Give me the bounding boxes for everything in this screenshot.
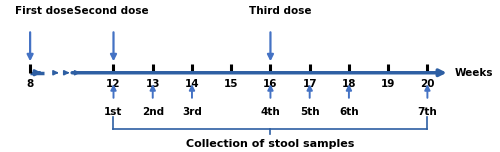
Text: 6th: 6th [339,107,358,117]
Text: 20: 20 [420,79,434,88]
Text: 19: 19 [381,79,396,88]
Text: 1st: 1st [104,107,122,117]
Text: 13: 13 [146,79,160,88]
Text: 4th: 4th [260,107,280,117]
Text: 17: 17 [302,79,317,88]
Text: 8: 8 [26,79,34,88]
Text: Collection of stool samples: Collection of stool samples [186,139,354,149]
Text: 5th: 5th [300,107,320,117]
Text: 14: 14 [184,79,200,88]
Text: 2nd: 2nd [142,107,164,117]
Text: Weeks: Weeks [454,68,493,78]
Text: 16: 16 [263,79,278,88]
Text: 3rd: 3rd [182,107,202,117]
Text: Second dose: Second dose [74,6,148,16]
Text: Third dose: Third dose [249,6,312,16]
Text: 12: 12 [106,79,120,88]
Text: First dose: First dose [16,6,74,16]
Text: 7th: 7th [418,107,438,117]
Text: 15: 15 [224,79,238,88]
Text: 18: 18 [342,79,356,88]
